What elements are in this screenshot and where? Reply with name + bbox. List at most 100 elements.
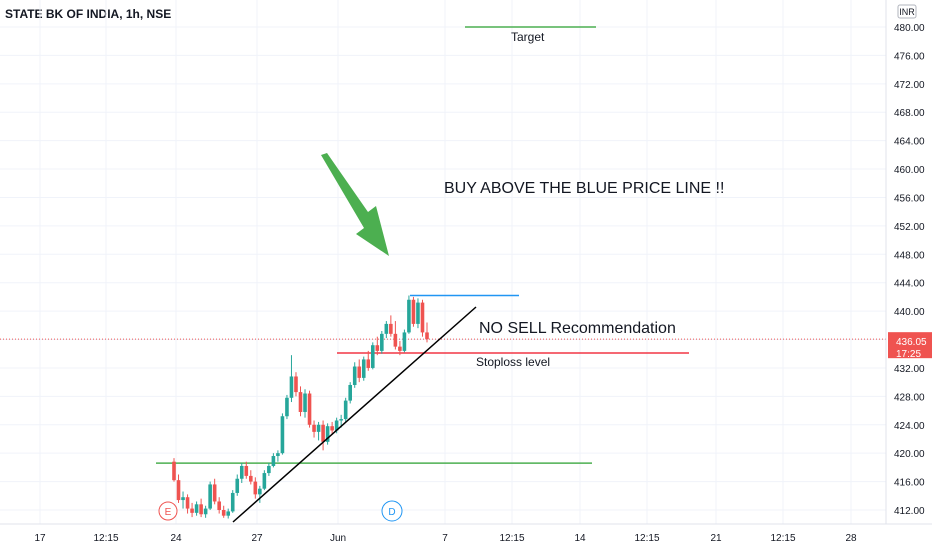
candle bbox=[244, 461, 249, 479]
x-tick-label: 27 bbox=[251, 533, 263, 544]
y-tick-label: 452.00 bbox=[894, 222, 925, 233]
candle bbox=[375, 336, 380, 356]
candle bbox=[267, 463, 271, 476]
y-tick-label: 472.00 bbox=[894, 80, 925, 91]
target-label: Target bbox=[511, 30, 545, 44]
candle bbox=[366, 350, 371, 371]
candle bbox=[316, 421, 321, 441]
candle bbox=[226, 508, 231, 519]
no-sell-text: NO SELL Recommendation bbox=[479, 320, 676, 337]
candle bbox=[185, 494, 190, 514]
candle bbox=[208, 481, 212, 510]
y-tick-label: 440.00 bbox=[894, 307, 925, 318]
candle bbox=[298, 386, 303, 417]
candle bbox=[176, 474, 181, 503]
candle bbox=[194, 501, 199, 516]
y-tick-label: 424.00 bbox=[894, 421, 925, 432]
y-tick-label: 432.00 bbox=[894, 364, 925, 375]
y-tick-label: 416.00 bbox=[894, 478, 925, 489]
candle bbox=[181, 491, 185, 509]
candle bbox=[190, 502, 194, 518]
candle bbox=[380, 331, 384, 354]
currency-badge-text: INR bbox=[899, 7, 915, 17]
x-tick-label: 12:15 bbox=[499, 533, 524, 544]
candle bbox=[398, 340, 402, 356]
last-price-value: 436.05 bbox=[896, 337, 927, 348]
earnings-badge[interactable]: E bbox=[158, 501, 178, 521]
last-price-label: 436.05 17:25 bbox=[888, 332, 932, 360]
x-tick-label: 12:15 bbox=[634, 533, 659, 544]
candle bbox=[425, 322, 429, 343]
last-price-countdown: 17:25 bbox=[896, 349, 921, 360]
candle bbox=[203, 505, 208, 518]
x-tick-label: 7 bbox=[442, 533, 448, 544]
y-tick-label: 444.00 bbox=[894, 279, 925, 290]
candle bbox=[420, 299, 425, 337]
candle bbox=[303, 389, 307, 418]
candle bbox=[416, 298, 420, 329]
candle bbox=[352, 362, 357, 388]
dividend-badge-label: D bbox=[388, 507, 395, 518]
candle bbox=[258, 485, 262, 503]
stoploss-label: Stoploss level bbox=[476, 355, 550, 369]
x-tick-label: Jun bbox=[330, 533, 346, 544]
down-arrow-icon bbox=[321, 153, 389, 256]
candle bbox=[321, 420, 325, 451]
y-tick-label: 460.00 bbox=[894, 165, 925, 176]
candle bbox=[172, 458, 176, 482]
candle bbox=[361, 356, 366, 381]
x-tick-label: 14 bbox=[574, 533, 586, 544]
candle bbox=[370, 342, 375, 370]
buy-text: BUY ABOVE THE BLUE PRICE LINE !! bbox=[444, 180, 724, 197]
candle bbox=[199, 498, 203, 518]
candle bbox=[384, 321, 389, 339]
currency-badge: INR bbox=[897, 4, 917, 19]
chart-grid bbox=[0, 0, 886, 524]
candle bbox=[294, 372, 298, 397]
candle bbox=[235, 474, 240, 496]
y-tick-label: 428.00 bbox=[894, 392, 925, 403]
candle bbox=[289, 355, 294, 403]
x-tick-label: 17 bbox=[34, 533, 46, 544]
candle bbox=[262, 470, 267, 491]
y-tick-label: 476.00 bbox=[894, 51, 925, 62]
candle bbox=[407, 295, 411, 334]
candle bbox=[239, 463, 244, 484]
candle bbox=[285, 394, 289, 420]
candle bbox=[212, 478, 217, 505]
candle bbox=[348, 382, 352, 404]
dividend-badge[interactable]: D bbox=[381, 500, 403, 522]
candle bbox=[217, 497, 221, 514]
candle bbox=[249, 470, 253, 485]
candle bbox=[325, 423, 330, 445]
trendline bbox=[232, 306, 477, 523]
candle bbox=[221, 505, 226, 518]
candle bbox=[280, 413, 285, 455]
candle bbox=[330, 421, 334, 435]
candle bbox=[230, 490, 235, 513]
y-tick-label: 456.00 bbox=[894, 193, 925, 204]
candle bbox=[307, 390, 312, 428]
x-tick-label: 21 bbox=[710, 533, 722, 544]
candle bbox=[411, 296, 416, 327]
y-tick-label: 412.00 bbox=[894, 506, 925, 517]
x-tick-label: 12:15 bbox=[93, 533, 118, 544]
candle bbox=[271, 453, 276, 468]
earnings-badge-label: E bbox=[165, 507, 172, 518]
time-axis[interactable]: 17 12:15 24 27 Jun 7 12:15 14 12:15 21 12:15 28 bbox=[0, 523, 932, 544]
candle bbox=[402, 329, 407, 353]
candle bbox=[343, 397, 348, 422]
price-axis[interactable]: 412.00 416.00 420.00 424.00 428.00 432.00 436.… bbox=[885, 0, 925, 524]
level-lines bbox=[0, 26, 886, 464]
candles bbox=[172, 295, 429, 519]
candle bbox=[393, 321, 398, 350]
y-tick-label: 420.00 bbox=[894, 449, 925, 460]
candle bbox=[389, 315, 393, 337]
y-tick-label: 480.00 bbox=[894, 23, 925, 34]
y-tick-label: 464.00 bbox=[894, 137, 925, 148]
candle bbox=[357, 359, 362, 383]
x-tick-label: 12:15 bbox=[770, 533, 795, 544]
x-tick-label: 24 bbox=[170, 533, 182, 544]
symbol-title: STATE BK OF INDIA, 1h, NSE bbox=[5, 7, 172, 21]
